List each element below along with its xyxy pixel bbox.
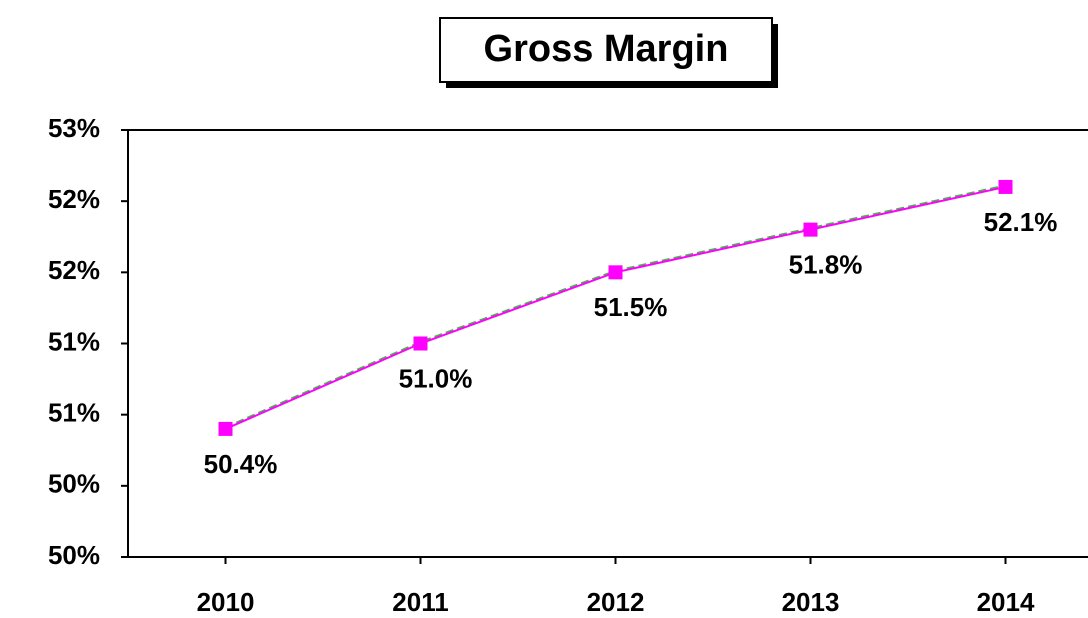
x-tick-label: 2014 [977,587,1035,617]
marker [998,179,1013,194]
data-label: 51.8% [789,250,863,280]
data-label: 51.5% [594,292,668,322]
y-tick-label: 53% [48,113,100,143]
marker [413,336,428,351]
title-box [439,17,773,83]
x-tick-label: 2010 [197,587,255,617]
plot-frame [127,129,1088,558]
chart-title: Gross Margin [484,28,729,70]
marker [803,222,818,237]
x-tick-label: 2011 [392,587,448,617]
data-label: 51.0% [399,363,473,393]
y-tick-label: 51% [48,326,100,356]
y-tick-label: 52% [48,184,100,214]
y-tick-label: 50% [48,540,100,570]
y-tick-label: 50% [48,469,100,499]
data-label: 50.4% [204,449,278,479]
marker [608,265,623,280]
data-label: 52.1% [984,207,1058,237]
x-tick-label: 2013 [782,587,840,617]
y-tick-label: 51% [48,398,100,428]
y-tick-label: 52% [48,255,100,285]
marker [218,421,233,436]
x-tick-label: 2012 [587,587,645,617]
